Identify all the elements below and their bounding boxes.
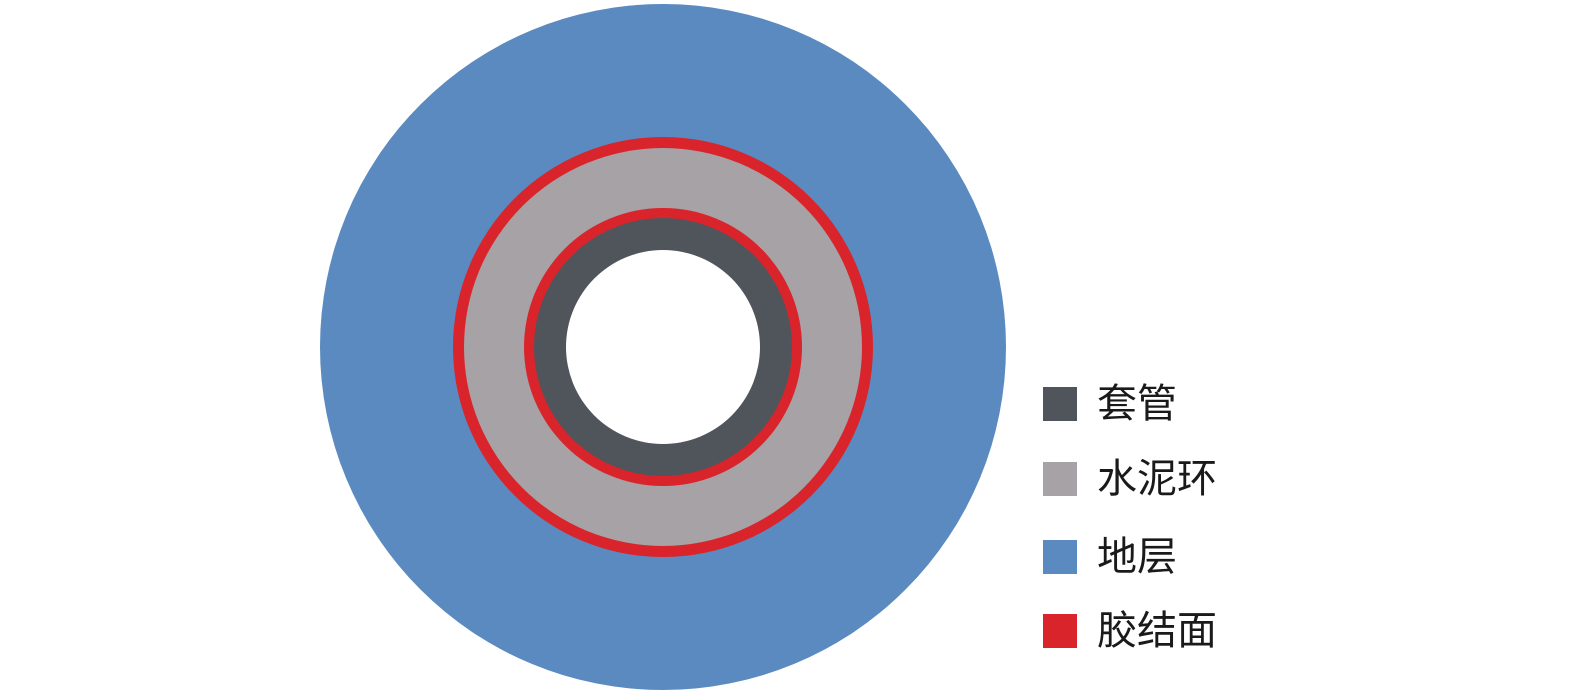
legend-label: 水泥环 — [1097, 456, 1217, 502]
legend-label: 套管 — [1097, 381, 1177, 427]
casing-swatch — [1043, 387, 1077, 421]
legend-label: 地层 — [1097, 534, 1177, 580]
cement-swatch — [1043, 462, 1077, 496]
legend-label: 胶结面 — [1097, 608, 1217, 654]
legend-item-casing: 套管 — [1043, 381, 1177, 427]
interface-swatch — [1043, 614, 1077, 648]
bore-hole — [566, 250, 760, 444]
legend-item-formation: 地层 — [1043, 534, 1177, 580]
formation-swatch — [1043, 540, 1077, 574]
legend-item-interface: 胶结面 — [1043, 608, 1217, 654]
legend-item-cement: 水泥环 — [1043, 456, 1217, 502]
